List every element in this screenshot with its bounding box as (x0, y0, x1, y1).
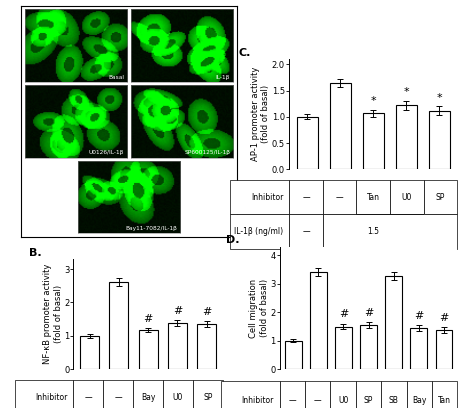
Bar (168, 323, 187, 369)
Text: #: # (202, 307, 211, 317)
Text: C.: C. (238, 48, 251, 58)
Text: #: # (144, 314, 153, 324)
Text: Bay11-7082/IL-1β: Bay11-7082/IL-1β (125, 226, 177, 231)
Bar (310, 272, 327, 369)
Text: #: # (173, 306, 182, 316)
Bar (138, 330, 158, 369)
Bar (410, 328, 427, 369)
Bar (436, 330, 452, 369)
Text: *: * (371, 95, 376, 106)
Bar (360, 325, 377, 369)
Text: A.: A. (7, 0, 20, 2)
Y-axis label: NF-κB promoter activity
(fold of basal): NF-κB promoter activity (fold of basal) (43, 264, 63, 364)
Bar (385, 276, 401, 369)
Text: D.: D. (226, 235, 240, 245)
Y-axis label: AP-1 promoter activity
(fold of basal): AP-1 promoter activity (fold of basal) (251, 67, 271, 162)
Text: U0126/IL-1β: U0126/IL-1β (89, 151, 124, 155)
Y-axis label: Cell migration
(fold of basal): Cell migration (fold of basal) (249, 279, 269, 337)
Text: #: # (439, 313, 448, 323)
Text: #: # (339, 309, 348, 319)
Text: *: * (437, 93, 442, 102)
Text: SP600125/IL-1β: SP600125/IL-1β (184, 151, 230, 155)
Text: #: # (364, 308, 373, 318)
Bar (363, 113, 384, 169)
Text: #: # (414, 311, 423, 321)
Bar (395, 105, 417, 169)
Bar (109, 282, 128, 369)
Bar (197, 324, 216, 369)
Text: Basal: Basal (108, 75, 124, 80)
Text: B.: B. (28, 248, 41, 258)
Bar (329, 83, 351, 169)
Text: *: * (403, 87, 409, 97)
Bar (80, 336, 99, 369)
Bar (297, 117, 318, 169)
Bar (428, 111, 450, 169)
Text: IL-1β: IL-1β (216, 75, 230, 80)
Bar (336, 326, 352, 369)
Bar (285, 341, 301, 369)
